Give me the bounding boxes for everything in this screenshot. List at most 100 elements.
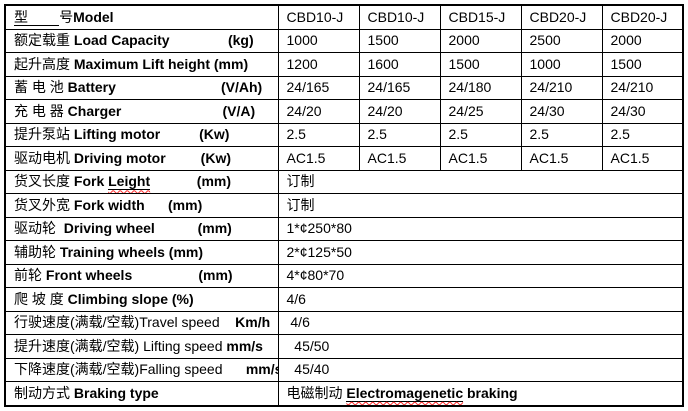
value-model-col1: CBD10-J	[277, 4, 360, 30]
text-segment: 起升高度	[14, 55, 74, 72]
table-row-lifting-speed: 提升速度(满载/空载) Lifting speed mm/s 45/50	[4, 334, 684, 359]
text-segment: Km/h	[219, 314, 271, 331]
value-load-capacity-col1: 1000	[277, 28, 360, 54]
row-label-charger: 充 电 器 Charger (V/A)	[4, 99, 279, 124]
text-segment: 提升速度(满载/空载) Lifting speed	[14, 337, 227, 354]
row-label-fork-length: 货叉长度 Fork Leight (mm)	[4, 169, 279, 195]
row-label-climbing-slope: 爬 坡 度 Climbing slope (%)	[4, 287, 279, 312]
text-segment: 制动方式	[14, 385, 74, 402]
value-falling-speed: 45/40	[277, 357, 684, 383]
text-segment: 下降速度(满载/空载)Falling speed	[14, 361, 223, 378]
row-label-load-capacity: 额定载重 Load Capacity (kg)	[4, 28, 279, 54]
value-battery-col5: 24/210	[601, 75, 684, 101]
row-label-fork-width: 货叉外宽 Fork width (mm)	[4, 193, 279, 218]
text-segment: 型	[14, 8, 60, 26]
value-load-capacity-col4: 2500	[520, 28, 603, 54]
text-segment: 驱动轮	[14, 220, 64, 237]
text-segment: (mm)	[150, 173, 232, 190]
value-lift-height-col1: 1200	[277, 52, 360, 77]
value-lift-height-col4: 1000	[520, 52, 603, 77]
text-segment: mm/s	[222, 361, 278, 378]
text-segment: (kg)	[169, 32, 254, 49]
value-model-col5: CBD20-J	[601, 4, 684, 30]
row-label-driving-wheel: 驱动轮 Driving wheel (mm)	[4, 216, 279, 242]
value-charger-col1: 24/20	[277, 99, 360, 124]
text-segment: Charger	[67, 102, 122, 119]
text-segment: 货叉外宽	[14, 196, 74, 213]
table-row-load-capacity: 额定载重 Load Capacity (kg) 1000 1500 2000 2500 2…	[4, 28, 684, 54]
text-segment: 辅助轮	[14, 243, 60, 260]
text-segment: 号	[59, 8, 74, 25]
table-row-travel-speed: 行驶速度(满载/空载)Travel speed Km/h 4/6	[4, 310, 684, 336]
row-label-lifting-motor: 提升泵站 Lifting motor (Kw)	[4, 122, 279, 148]
value-lifting-motor-col2: 2.5	[358, 122, 441, 148]
value-lifting-speed: 45/50	[277, 334, 684, 359]
table-row-lifting-motor: 提升泵站 Lifting motor (Kw) 2.5 2.5 2.5 2.5 2.5	[4, 122, 684, 148]
table-row-training-wheels: 辅助轮 Training wheels (mm) 2*¢125*50	[4, 240, 684, 265]
value-model-col2: CBD10-J	[358, 4, 441, 30]
table-row-charger: 充 电 器 Charger (V/A) 24/20 24/20 24/25 24/30 2…	[4, 99, 684, 124]
value-load-capacity-col2: 1500	[358, 28, 441, 54]
value-fork-length: 订制	[277, 169, 684, 195]
value-load-capacity-col3: 2000	[439, 28, 522, 54]
value-load-capacity-col5: 2000	[601, 28, 684, 54]
row-label-front-wheels: 前轮 Front wheels (mm)	[4, 263, 279, 289]
row-label-lift-height: 起升高度 Maximum Lift height (mm)	[4, 52, 279, 77]
table-row-driving-wheel: 驱动轮 Driving wheel (mm) 1*¢250*80	[4, 216, 684, 242]
value-training-wheels: 2*¢125*50	[277, 240, 684, 265]
table-row-model: 型 号Model CBD10-J CBD10-J CBD15-J CBD20-J CBD2…	[4, 4, 684, 30]
spec-table-body: 型 号Model CBD10-J CBD10-J CBD15-J CBD20-J CBD2…	[4, 4, 684, 407]
value-battery-col3: 24/180	[439, 75, 522, 101]
text-segment: 行驶速度(满载/空载)Travel speed	[14, 314, 220, 331]
value-lifting-motor-col3: 2.5	[439, 122, 522, 148]
text-segment: Maximum Lift height (mm)	[73, 55, 249, 72]
text-segment: 爬 坡 度	[14, 290, 68, 307]
text-segment: 驱动电机	[14, 149, 74, 166]
value-climbing-slope: 4/6	[277, 287, 684, 312]
table-row-front-wheels: 前轮 Front wheels (mm) 4*¢80*70	[4, 263, 684, 289]
text-segment: 前轮	[14, 267, 46, 284]
text-segment: 货叉长度	[14, 173, 74, 190]
value-front-wheels: 4*¢80*70	[277, 263, 684, 289]
value-lift-height-col5: 1500	[601, 52, 684, 77]
value-driving-motor-col5: AC1.5	[601, 146, 684, 171]
text-segment: Fork	[73, 173, 109, 190]
value-model-col4: CBD20-J	[520, 4, 603, 30]
text-segment: Electromagenetic	[346, 385, 464, 403]
text-segment: 提升泵站	[14, 126, 74, 143]
text-segment: Load Capacity	[73, 32, 170, 49]
value-lift-height-col2: 1600	[358, 52, 441, 77]
value-charger-col4: 24/30	[520, 99, 603, 124]
row-label-lifting-speed: 提升速度(满载/空载) Lifting speed mm/s	[4, 334, 279, 359]
row-label-braking-type: 制动方式 Braking type	[4, 381, 279, 407]
value-driving-wheel: 1*¢250*80	[277, 216, 684, 242]
text-segment: Lifting motor	[73, 126, 161, 143]
value-driving-motor-col3: AC1.5	[439, 146, 522, 171]
value-travel-speed: 4/6	[277, 310, 684, 336]
text-segment: Driving wheel	[63, 220, 155, 237]
text-segment: Braking type	[73, 385, 159, 402]
text-segment: mm/s	[226, 337, 263, 354]
text-segment: (V/A)	[121, 102, 256, 119]
table-row-battery: 蓄 电 池 Battery (V/Ah) 24/165 24/165 24/180 24…	[4, 75, 684, 101]
table-row-fork-length: 货叉长度 Fork Leight (mm) 订制	[4, 169, 684, 195]
spec-table: 型 号Model CBD10-J CBD10-J CBD15-J CBD20-J CBD2…	[4, 4, 684, 407]
text-segment: Fork width	[73, 196, 145, 213]
row-label-travel-speed: 行驶速度(满载/空载)Travel speed Km/h	[4, 310, 279, 336]
value-battery-col4: 24/210	[520, 75, 603, 101]
row-label-driving-motor: 驱动电机 Driving motor (Kw)	[4, 146, 279, 171]
value-fork-width: 订制	[277, 193, 684, 218]
value-driving-motor-col4: AC1.5	[520, 146, 603, 171]
row-label-training-wheels: 辅助轮 Training wheels (mm)	[4, 240, 279, 265]
text-segment: (V/Ah)	[115, 79, 263, 96]
value-charger-col3: 24/25	[439, 99, 522, 124]
text-segment: (mm)	[144, 196, 203, 213]
value-driving-motor-col1: AC1.5	[277, 146, 360, 171]
table-row-braking-type: 制动方式 Braking type 电磁制动 Electromagenetic b…	[4, 381, 684, 407]
text-segment: 充 电 器	[14, 102, 68, 119]
text-segment: Climbing slope (%)	[67, 290, 194, 307]
row-label-battery: 蓄 电 池 Battery (V/Ah)	[4, 75, 279, 101]
value-lifting-motor-col4: 2.5	[520, 122, 603, 148]
text-segment: 额定载重	[14, 32, 74, 49]
